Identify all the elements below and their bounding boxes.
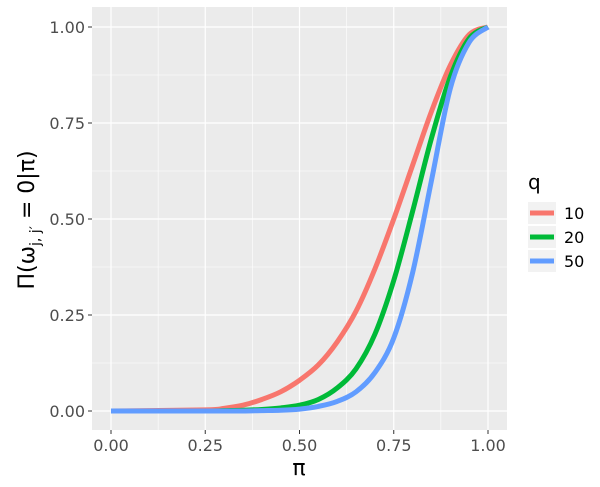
legend-items: 10 20 50 [528,202,584,272]
x-axis-title: π [292,456,305,481]
y-tick-label: 0.50 [49,210,85,229]
legend-title: q [528,170,541,194]
y-tick-label: 0.75 [49,114,85,133]
series-line-q10 [110,24,489,414]
legend: q 10 20 50 [528,170,584,272]
legend-label-q50: 50 [564,252,584,271]
y-axis-title-prefix: Π(ω [15,246,40,290]
legend-label-q10: 10 [564,204,584,223]
y-tick-label: 0.25 [49,306,85,325]
x-tick-label: 0.50 [282,436,318,455]
x-tick-label: 0.25 [187,436,223,455]
x-tick-label: 0.00 [93,436,129,455]
y-tick-label: 0.00 [49,402,85,421]
y-axis-title: Π(ωj, j′ = 0|π) [15,150,44,289]
y-axis-title-subscript: j, j′ [28,226,44,247]
x-axis-ticks: 0.00 0.25 0.50 0.75 1.00 [93,430,506,455]
y-tick-label: 1.00 [49,18,85,37]
y-axis-title-suffix: = 0|π) [15,150,40,226]
y-axis-ticks: 0.00 0.25 0.50 0.75 1.00 [49,18,92,421]
legend-label-q20: 20 [564,228,584,247]
x-tick-label: 0.75 [376,436,412,455]
series-line-q50 [110,24,490,414]
x-tick-label: 1.00 [470,436,506,455]
series-lines [110,24,490,414]
